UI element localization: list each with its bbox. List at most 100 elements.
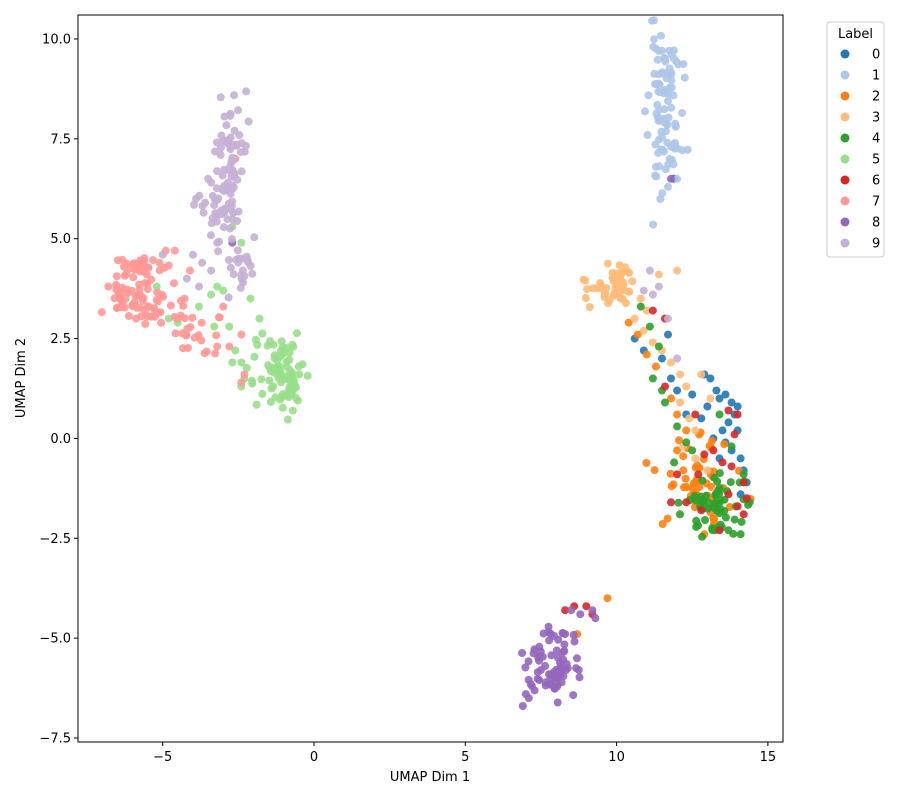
point-label-3: [581, 276, 590, 285]
point-label-1: [651, 162, 660, 171]
legend-label-6: 6: [872, 174, 880, 189]
point-label-9: [237, 139, 246, 148]
point-label-9: [216, 93, 225, 102]
point-label-8: [527, 682, 536, 691]
point-label-9: [217, 131, 226, 140]
legend-items: 0 1 2 3 4 5 6 7 8 9: [840, 48, 880, 252]
point-label-2: [642, 459, 651, 467]
point-label-5: [278, 390, 287, 399]
point-label-3: [583, 285, 591, 294]
legend-label-9: 9: [872, 237, 880, 252]
point-label-4: [727, 442, 736, 451]
point-label-9: [220, 112, 229, 121]
y-axis-label: UMAP Dim 2: [14, 338, 29, 418]
point-label-7: [179, 344, 187, 353]
point-label-8: [524, 657, 533, 666]
point-label-2: [688, 484, 697, 493]
point-label-6: [739, 510, 748, 519]
point-label-2: [642, 350, 651, 359]
point-label-8: [538, 652, 547, 661]
point-label-1: [650, 69, 659, 78]
y-tick-label: 2.5: [50, 332, 71, 347]
point-label-3: [682, 382, 691, 391]
point-label-9: [232, 255, 241, 264]
point-label-8: [521, 663, 530, 672]
point-label-2: [693, 461, 702, 470]
point-label-6: [667, 498, 675, 507]
point-label-7: [128, 302, 137, 311]
point-label-7: [202, 347, 211, 356]
point-label-1: [654, 47, 663, 55]
point-label-5: [250, 352, 259, 361]
point-label-5: [213, 282, 222, 291]
legend-title: Label: [838, 27, 873, 42]
point-label-7: [157, 318, 166, 327]
point-label-5: [303, 371, 312, 380]
point-label-5: [248, 379, 257, 388]
series-8: [228, 174, 675, 710]
point-label-2: [682, 426, 691, 435]
point-label-4: [636, 302, 645, 311]
point-label-7: [188, 313, 197, 322]
point-label-5: [225, 322, 234, 331]
point-label-7: [225, 342, 234, 351]
legend-marker-9: [840, 238, 850, 248]
point-label-4: [648, 374, 657, 383]
point-label-9: [237, 167, 246, 176]
legend-marker-0: [840, 49, 850, 59]
point-label-0: [727, 398, 736, 407]
y-axis: −7.5 −5.0 −2.5 0.0 2.5 5.0 7.5 10.0: [39, 32, 78, 747]
point-label-5: [210, 322, 219, 331]
point-label-1: [652, 172, 661, 181]
point-label-9: [639, 286, 648, 295]
point-label-7: [153, 297, 162, 306]
point-label-1: [657, 31, 665, 40]
point-label-9: [229, 270, 238, 279]
point-label-9: [645, 266, 654, 275]
point-label-2: [624, 318, 633, 327]
point-label-7: [124, 312, 133, 320]
point-label-7: [190, 333, 199, 342]
point-label-4: [670, 458, 679, 467]
point-label-5: [269, 340, 278, 349]
plot-frame: [77, 14, 784, 743]
point-label-5: [252, 400, 261, 409]
point-label-7: [212, 331, 221, 340]
point-label-9: [190, 200, 198, 209]
point-label-3: [703, 466, 712, 475]
legend-marker-4: [840, 133, 850, 143]
point-label-7: [180, 314, 189, 323]
point-label-7: [132, 314, 141, 323]
point-label-8: [518, 702, 527, 710]
x-tick-label: 0: [310, 750, 318, 765]
point-label-3: [596, 281, 605, 290]
point-label-8: [562, 660, 571, 668]
point-label-8: [569, 691, 578, 700]
point-label-1: [663, 138, 672, 147]
point-label-2: [650, 466, 659, 475]
point-label-7: [122, 259, 131, 268]
point-label-5: [237, 238, 246, 247]
point-label-7: [151, 312, 159, 321]
point-label-7: [149, 256, 157, 265]
point-label-5: [228, 358, 237, 367]
point-label-8: [667, 174, 675, 183]
point-label-3: [581, 294, 590, 302]
point-label-9: [230, 171, 239, 180]
point-label-8: [591, 614, 600, 623]
point-label-5: [295, 370, 304, 379]
point-label-8: [541, 681, 550, 690]
point-label-6: [700, 450, 709, 459]
point-label-5: [288, 373, 297, 381]
point-label-8: [539, 629, 548, 638]
point-label-4: [688, 446, 697, 455]
point-label-9: [213, 167, 221, 176]
point-label-0: [718, 426, 727, 435]
point-label-2: [603, 594, 612, 603]
legend: Label 0 1 2 3 4 5 6 7 8 9: [826, 21, 885, 258]
point-label-0: [673, 386, 682, 395]
point-label-5: [265, 376, 274, 385]
point-label-0: [688, 390, 697, 399]
point-label-7: [143, 302, 152, 311]
point-label-2: [675, 436, 683, 445]
